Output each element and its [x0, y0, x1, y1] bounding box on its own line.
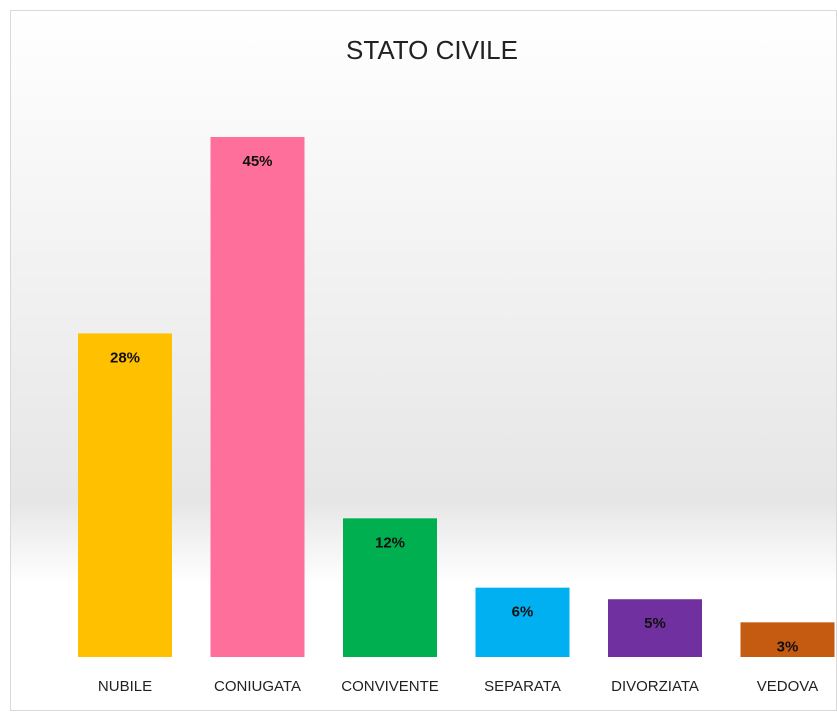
- x-tick-label: CONVIVENTE: [341, 678, 439, 695]
- x-tick-label: CONIUGATA: [214, 678, 301, 695]
- x-tick-label: NUBILE: [98, 678, 152, 695]
- bar: [78, 333, 172, 657]
- data-label: 45%: [242, 153, 272, 170]
- chart-title: STATO CIVILE: [346, 35, 518, 65]
- data-label: 6%: [512, 604, 534, 621]
- bar: [740, 622, 835, 657]
- bar: [475, 587, 570, 657]
- data-label: 5%: [644, 615, 666, 632]
- data-label: 28%: [110, 349, 140, 366]
- x-tick-label: DIVORZIATA: [611, 678, 699, 695]
- data-label: 12%: [375, 534, 405, 551]
- bar: [608, 599, 702, 657]
- bar: [210, 137, 305, 657]
- x-tick-label: VEDOVA: [757, 678, 818, 695]
- data-label: 3%: [777, 638, 799, 655]
- bar: [343, 518, 437, 657]
- x-tick-label: SEPARATA: [484, 678, 561, 695]
